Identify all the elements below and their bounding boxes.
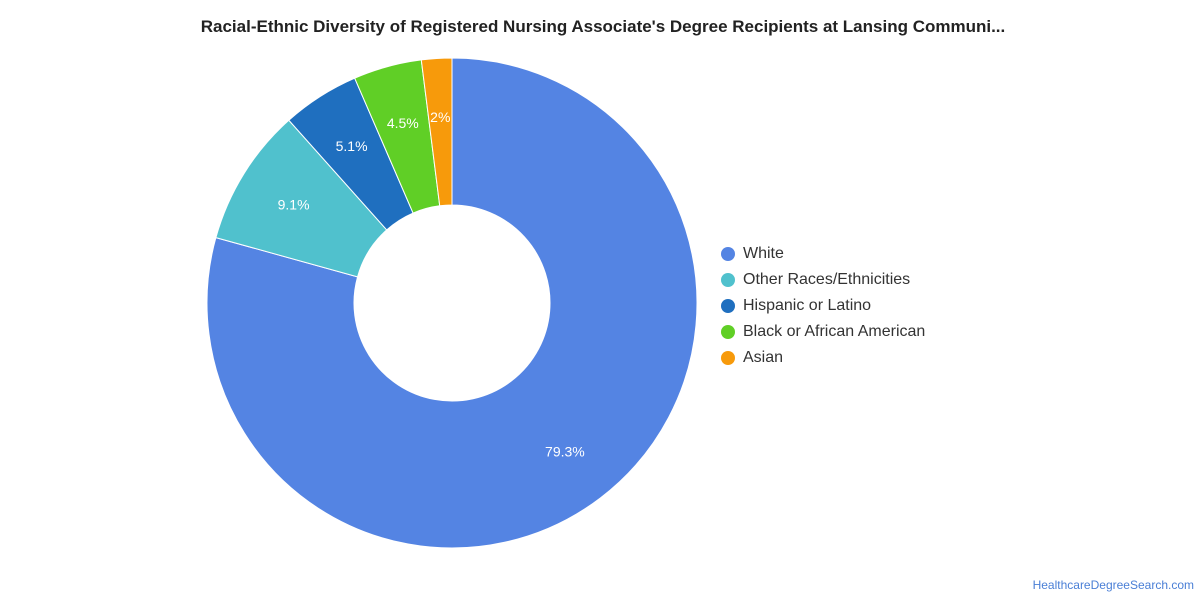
slice-value-label: 79.3% [545, 443, 585, 459]
donut-slices [206, 57, 698, 549]
legend-label: Black or African American [743, 323, 926, 340]
legend-swatch-icon [721, 247, 735, 261]
source-credit-link[interactable]: HealthcareDegreeSearch.com [1032, 578, 1194, 592]
legend-item[interactable]: Asian [721, 345, 925, 371]
legend-label: Asian [743, 349, 784, 366]
slice-white[interactable] [206, 57, 698, 549]
legend-label: White [743, 245, 784, 262]
slice-asian[interactable] [420, 57, 453, 207]
slice-value-label: 4.5% [387, 115, 419, 131]
legend-item[interactable]: Hispanic or Latino [721, 293, 925, 319]
legend-swatch-icon [721, 273, 735, 287]
donut-slice-labels: 79.3% 9.1% 5.1% 4.5% 2% [278, 109, 585, 460]
legend-item[interactable]: Other Races/Ethnicities [721, 267, 925, 293]
slice-value-label: 9.1% [278, 197, 310, 213]
legend-item[interactable]: Black or African American [721, 319, 925, 345]
legend-item[interactable]: White [721, 241, 925, 267]
chart-title: Racial-Ethnic Diversity of Registered Nu… [200, 17, 1006, 36]
slice-value-label: 2% [430, 109, 450, 125]
chart-legend: White Other Races/Ethnicities Hispanic or … [721, 241, 925, 371]
legend-swatch-icon [721, 325, 735, 339]
legend-swatch-icon [721, 351, 735, 365]
legend-label: Hispanic or Latino [743, 297, 872, 314]
legend-swatch-icon [721, 299, 735, 313]
slice-value-label: 5.1% [336, 138, 368, 154]
legend-label: Other Races/Ethnicities [743, 271, 911, 288]
